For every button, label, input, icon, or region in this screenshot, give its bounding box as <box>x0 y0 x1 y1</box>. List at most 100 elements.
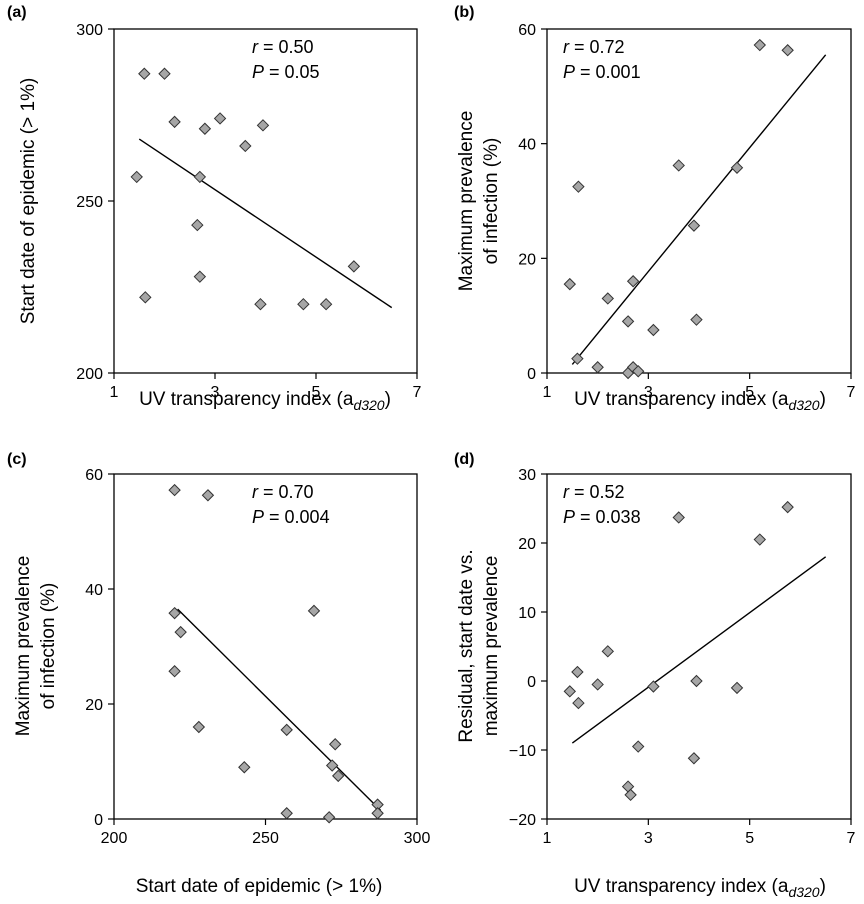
r-value: r = 0.72 <box>563 37 625 57</box>
data-point <box>781 500 794 514</box>
data-point <box>781 44 794 57</box>
panel-b: (b) 1 3 5 7 0 20 40 60 UV transparency index (ad3… <box>454 4 856 413</box>
x-tick-label: 7 <box>847 830 856 847</box>
p-value: P = 0.038 <box>563 507 641 527</box>
data-point <box>672 511 685 524</box>
data-point <box>601 292 615 305</box>
data-point <box>254 297 267 311</box>
y-tick-label: 10 <box>518 605 536 622</box>
data-point <box>687 752 701 765</box>
data-point <box>591 361 604 374</box>
y-tick-label: 20 <box>518 251 536 268</box>
data-point <box>158 67 171 80</box>
x-tick-label: 7 <box>847 384 856 401</box>
panel-label: (c) <box>7 451 27 468</box>
data-point <box>730 161 744 174</box>
data-point <box>322 811 336 824</box>
data-point <box>130 170 143 184</box>
regression-line <box>571 54 827 365</box>
y-tick-label: 20 <box>518 536 536 553</box>
x-tick-label: 1 <box>110 384 119 401</box>
x-tick-label: 3 <box>211 384 220 401</box>
data-point <box>239 139 252 153</box>
y-axis-label: Residual, start date vs. maximum prevalen… <box>456 549 502 742</box>
y-tick-label: 0 <box>527 366 536 383</box>
y-axis-label: Maximum prevalence of infection (%) <box>456 111 502 292</box>
y-tick-label: −10 <box>509 743 536 760</box>
x-tick-label: 3 <box>644 830 653 847</box>
x-axis-label: Start date of epidemic (> 1%) <box>136 876 383 897</box>
data-point <box>201 489 215 502</box>
data-point <box>307 604 321 618</box>
data-point <box>168 115 181 129</box>
x-axis-label: UV transparency index (ad320) <box>139 389 391 413</box>
y-axis-label: Maximum prevalence of infection (%) <box>13 556 59 737</box>
y-tick-label: −20 <box>509 812 536 829</box>
data-point <box>371 807 384 820</box>
x-tick-label: 3 <box>644 384 653 401</box>
data-point <box>193 170 207 184</box>
data-point <box>191 218 204 232</box>
x-tick-label: 250 <box>252 830 279 847</box>
data-point <box>174 625 187 639</box>
x-tick-label: 5 <box>745 830 754 847</box>
data-point <box>238 761 251 774</box>
x-axis-label: UV transparency index (ad320) <box>574 876 826 900</box>
data-point <box>631 365 645 378</box>
panel-label: (b) <box>454 4 474 21</box>
data-point <box>626 275 640 288</box>
regression-line <box>138 138 393 309</box>
panel-c: (c) 200 250 300 0 20 40 60 Start date of epidemi… <box>7 451 430 897</box>
data-point <box>297 297 310 311</box>
data-point <box>647 680 660 693</box>
y-tick-label: 300 <box>76 22 103 39</box>
x-tick-label: 300 <box>404 830 431 847</box>
panel-d: (d) 1 3 5 7 −20 −10 0 10 20 30 UV transparency inde… <box>454 451 856 900</box>
data-point <box>753 38 767 52</box>
y-tick-label: 60 <box>85 467 103 484</box>
data-point <box>198 122 212 135</box>
data-point <box>601 645 615 658</box>
y-tick-label: 0 <box>94 812 103 829</box>
data-point <box>332 769 345 783</box>
data-point <box>631 740 645 753</box>
x-tick-label: 7 <box>413 384 422 401</box>
data-point <box>280 807 293 820</box>
data-point <box>192 720 206 734</box>
panel-a: (a) 1 3 5 7 200 250 300 UV transparency index (a… <box>7 4 422 413</box>
y-tick-label: 40 <box>85 582 103 599</box>
x-tick-label: 1 <box>543 384 552 401</box>
data-point <box>168 606 181 620</box>
y-tick-label: 200 <box>76 366 103 383</box>
x-tick-label: 5 <box>312 384 321 401</box>
x-tick-label: 1 <box>543 830 552 847</box>
r-value: r = 0.52 <box>563 482 625 502</box>
p-value: P = 0.004 <box>252 507 330 527</box>
y-tick-label: 30 <box>518 467 536 484</box>
data-point <box>325 759 339 772</box>
y-tick-label: 250 <box>76 194 103 211</box>
data-point <box>139 291 152 304</box>
data-point <box>753 533 767 546</box>
r-value: r = 0.70 <box>252 482 314 502</box>
x-tick-label: 200 <box>101 830 128 847</box>
data-point <box>571 352 584 365</box>
regression-line <box>177 608 382 811</box>
data-point <box>571 665 584 679</box>
data-point <box>572 696 585 710</box>
y-axis-label: Start date of epidemic (> 1%) <box>18 78 39 325</box>
data-point <box>687 219 701 232</box>
data-point <box>256 119 270 132</box>
plot-frame <box>546 28 852 374</box>
data-point <box>280 723 293 737</box>
y-tick-label: 60 <box>518 22 536 39</box>
data-point <box>672 159 685 172</box>
data-point <box>690 674 703 688</box>
data-point <box>730 681 744 695</box>
data-point <box>572 180 585 193</box>
data-point <box>319 297 333 311</box>
p-value: P = 0.001 <box>563 62 641 82</box>
p-value: P = 0.05 <box>252 62 320 82</box>
data-point <box>621 315 635 328</box>
